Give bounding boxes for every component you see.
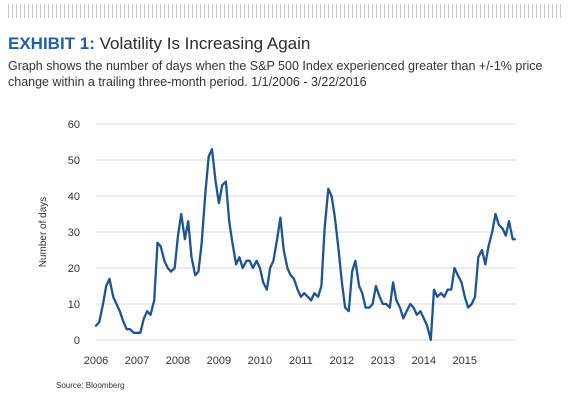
x-tick-label: 2011: [289, 355, 313, 367]
y-tick-label: 30: [68, 227, 80, 239]
chart-title: EXHIBIT 1: Volatility Is Increasing Agai…: [8, 34, 310, 54]
exhibit-label: EXHIBIT 1:: [8, 34, 95, 53]
x-axis-ticks: 2006 2007 2008 2009 2010 2011 2012 2013 2014 2015: [84, 355, 477, 367]
y-tick-label: 10: [68, 299, 80, 311]
gridlines: [96, 123, 516, 341]
x-tick-label: 2008: [166, 355, 190, 367]
x-tick-label: 2010: [248, 355, 272, 367]
y-tick-label: 50: [68, 155, 80, 167]
x-tick-label: 2006: [84, 355, 108, 367]
x-tick-label: 2013: [371, 355, 395, 367]
y-tick-label: 40: [68, 191, 80, 203]
series-line: [94, 148, 516, 342]
y-tick-label: 60: [68, 119, 80, 131]
y-axis-label: Number of days: [38, 197, 49, 268]
x-tick-label: 2009: [207, 355, 231, 367]
y-tick-label: 20: [68, 263, 80, 275]
title-text: Volatility Is Increasing Again: [99, 34, 311, 53]
y-tick-label: 0: [74, 335, 80, 347]
chart-subtitle: Graph shows the number of days when the …: [8, 59, 543, 89]
header-rule: [8, 4, 564, 18]
x-tick-label: 2007: [125, 355, 149, 367]
y-axis-ticks: 0 10 20 30 40 50 60: [68, 119, 80, 347]
source-note: Source: Bloomberg: [56, 381, 125, 390]
x-tick-label: 2012: [330, 355, 354, 367]
x-tick-label: 2014: [412, 355, 436, 367]
x-tick-label: 2015: [453, 355, 477, 367]
